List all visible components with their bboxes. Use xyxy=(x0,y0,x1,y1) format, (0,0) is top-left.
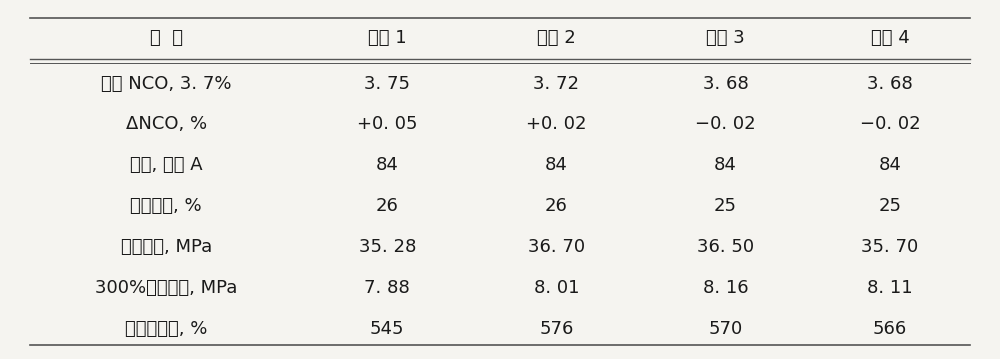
Text: 扜断伸长率, %: 扜断伸长率, % xyxy=(125,320,207,337)
Text: 84: 84 xyxy=(376,156,399,174)
Text: 35. 28: 35. 28 xyxy=(359,238,416,256)
Text: 36. 50: 36. 50 xyxy=(697,238,754,256)
Text: 26: 26 xyxy=(376,197,399,215)
Text: 36. 70: 36. 70 xyxy=(528,238,585,256)
Text: 硬度, 邵尔 A: 硬度, 邵尔 A xyxy=(130,156,203,174)
Text: 冲击弹性, %: 冲击弹性, % xyxy=(130,197,202,215)
Text: 576: 576 xyxy=(539,320,574,337)
Text: ΔNCO, %: ΔNCO, % xyxy=(126,115,207,133)
Text: 570: 570 xyxy=(708,320,743,337)
Text: 拉伸强度, MPa: 拉伸强度, MPa xyxy=(121,238,212,256)
Text: 8. 01: 8. 01 xyxy=(534,279,579,297)
Text: −0. 02: −0. 02 xyxy=(695,115,756,133)
Text: 25: 25 xyxy=(714,197,737,215)
Text: 指  标: 指 标 xyxy=(150,29,183,47)
Text: 35. 70: 35. 70 xyxy=(861,238,919,256)
Text: 84: 84 xyxy=(545,156,568,174)
Text: −0. 02: −0. 02 xyxy=(860,115,920,133)
Text: 84: 84 xyxy=(714,156,737,174)
Text: 条件 3: 条件 3 xyxy=(706,29,745,47)
Text: 545: 545 xyxy=(370,320,404,337)
Text: 7. 88: 7. 88 xyxy=(364,279,410,297)
Text: 3. 75: 3. 75 xyxy=(364,75,410,93)
Text: 26: 26 xyxy=(545,197,568,215)
Text: 3. 72: 3. 72 xyxy=(533,75,579,93)
Text: +0. 05: +0. 05 xyxy=(357,115,417,133)
Text: 566: 566 xyxy=(873,320,907,337)
Text: 84: 84 xyxy=(879,156,902,174)
Text: 条件 2: 条件 2 xyxy=(537,29,576,47)
Text: +0. 02: +0. 02 xyxy=(526,115,587,133)
Text: 8. 16: 8. 16 xyxy=(703,279,748,297)
Text: 25: 25 xyxy=(879,197,902,215)
Text: 300%定伸强度, MPa: 300%定伸强度, MPa xyxy=(95,279,237,297)
Text: 设计 NCO, 3. 7%: 设计 NCO, 3. 7% xyxy=(101,75,232,93)
Text: 3. 68: 3. 68 xyxy=(703,75,748,93)
Text: 条件 4: 条件 4 xyxy=(871,29,909,47)
Text: 3. 68: 3. 68 xyxy=(867,75,913,93)
Text: 8. 11: 8. 11 xyxy=(867,279,913,297)
Text: 条件 1: 条件 1 xyxy=(368,29,407,47)
